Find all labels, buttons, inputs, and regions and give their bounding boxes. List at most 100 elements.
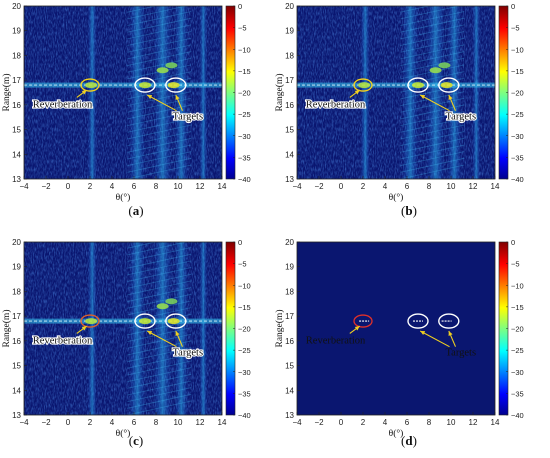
ripple-line [127, 91, 192, 106]
ripple-line [400, 37, 465, 53]
y-tick-label: 19 [12, 27, 21, 36]
y-tick-label: 19 [285, 263, 294, 272]
y-tick-label: 18 [12, 51, 21, 60]
x-tick-label: 2 [88, 418, 93, 427]
ripple-line [127, 51, 192, 66]
target-arrow [146, 94, 177, 112]
y-tick-label: 20 [12, 238, 21, 247]
ripple-line [127, 293, 192, 309]
x-tick-label: 14 [218, 418, 227, 427]
energy-stripe [174, 242, 188, 415]
energy-stripe [447, 6, 461, 179]
hot-spot [139, 82, 151, 89]
ripple-line [400, 17, 465, 33]
colorbar-tick-label: 0 [511, 2, 515, 11]
ripple-line [127, 333, 192, 349]
x-tick-label: 14 [491, 418, 500, 427]
colorbar-tick-label: −30 [511, 132, 524, 141]
colorbar-tick-label: −5 [511, 260, 520, 269]
colorbar-tick-label: −15 [238, 67, 251, 76]
ripple-line [127, 360, 192, 376]
reverberation-label: Reverberation [33, 335, 93, 346]
y-tick-label: 16 [12, 101, 21, 110]
colorbar-tick-label: −35 [238, 389, 251, 398]
ripple-line [400, 6, 461, 20]
colorbar-tick-label: −20 [511, 325, 524, 334]
x-tick-label: 10 [174, 418, 183, 427]
y-axis-label: Range(m) [274, 310, 285, 348]
ripple-line [127, 247, 192, 262]
heatmap-content [297, 6, 495, 179]
x-axis-label: θ(°) [389, 428, 404, 439]
ripple-line [400, 151, 465, 167]
ripple-line [400, 11, 465, 26]
colorbar-tick-label: −30 [238, 132, 251, 141]
ripple-line [127, 273, 192, 289]
target-arrow [419, 94, 450, 112]
ripple-line [127, 157, 192, 173]
ripple-line [127, 400, 192, 415]
energy-stripe [129, 6, 145, 179]
y-tick-label: 17 [285, 312, 294, 321]
hot-spot [156, 303, 169, 310]
ripple-line [400, 124, 465, 140]
ripple-line [400, 51, 465, 66]
energy-stripe [129, 242, 145, 415]
y-tick-label: 18 [12, 287, 21, 296]
y-tick-label: 18 [285, 51, 294, 60]
ripple-line [127, 280, 192, 296]
ripple-line [400, 44, 465, 60]
colorbar-tick-label: −25 [511, 110, 524, 119]
y-axis-label: Range(m) [1, 74, 12, 112]
hot-spot [358, 82, 371, 89]
ripple-line [127, 31, 192, 46]
hot-spot [85, 82, 98, 89]
x-tick-label: −2 [314, 182, 324, 191]
target-arrow [419, 330, 450, 348]
x-tick-label: 12 [196, 418, 205, 427]
colorbar-tick-label: −40 [511, 411, 524, 420]
y-tick-label: 15 [12, 362, 21, 371]
reverberation-ellipse [80, 78, 100, 92]
x-tick-label: 12 [196, 182, 205, 191]
ripple-line [127, 6, 188, 20]
ripple-line [127, 353, 192, 369]
ripple-line [127, 260, 192, 276]
reverberation-ellipse [80, 314, 100, 328]
y-tick-label: 18 [285, 287, 294, 296]
energy-stripe [87, 242, 97, 415]
energy-stripe [472, 6, 481, 179]
hot-spot [412, 82, 424, 89]
y-tick-label: 15 [12, 126, 21, 135]
energy-stripe [153, 6, 172, 179]
ripple-line [127, 124, 192, 140]
colorbar-tick-label: −30 [511, 368, 524, 377]
x-tick-label: −4 [292, 182, 302, 191]
reverberation-arrow-head [81, 326, 87, 331]
panel-label: (a) [128, 203, 143, 218]
x-tick-label: −2 [41, 182, 51, 191]
energy-stripe [153, 242, 172, 415]
ripple-line [400, 97, 465, 113]
speckle-texture [24, 242, 222, 415]
y-tick-label: 13 [12, 411, 21, 420]
x-axis-label: θ(°) [116, 428, 131, 439]
colorbar-tick-label: −20 [238, 325, 251, 334]
colorbar-tick-label: −35 [511, 389, 524, 398]
y-axis-label: Range(m) [274, 74, 285, 112]
reverberation-arrow-head [81, 90, 87, 95]
x-tick-label: 0 [66, 182, 71, 191]
ripple-line [127, 380, 192, 396]
target-ellipse [165, 313, 187, 329]
ripple-line [127, 131, 192, 147]
colorbar-tick-label: −10 [511, 45, 524, 54]
colorbar-tick-label: −40 [238, 411, 251, 420]
y-tick-label: 15 [285, 362, 294, 371]
ripple-line [127, 347, 192, 363]
panel-label: (b) [401, 203, 417, 218]
x-tick-label: 6 [132, 418, 137, 427]
targets-label: Targets [446, 348, 477, 359]
x-tick-label: 2 [361, 418, 366, 427]
